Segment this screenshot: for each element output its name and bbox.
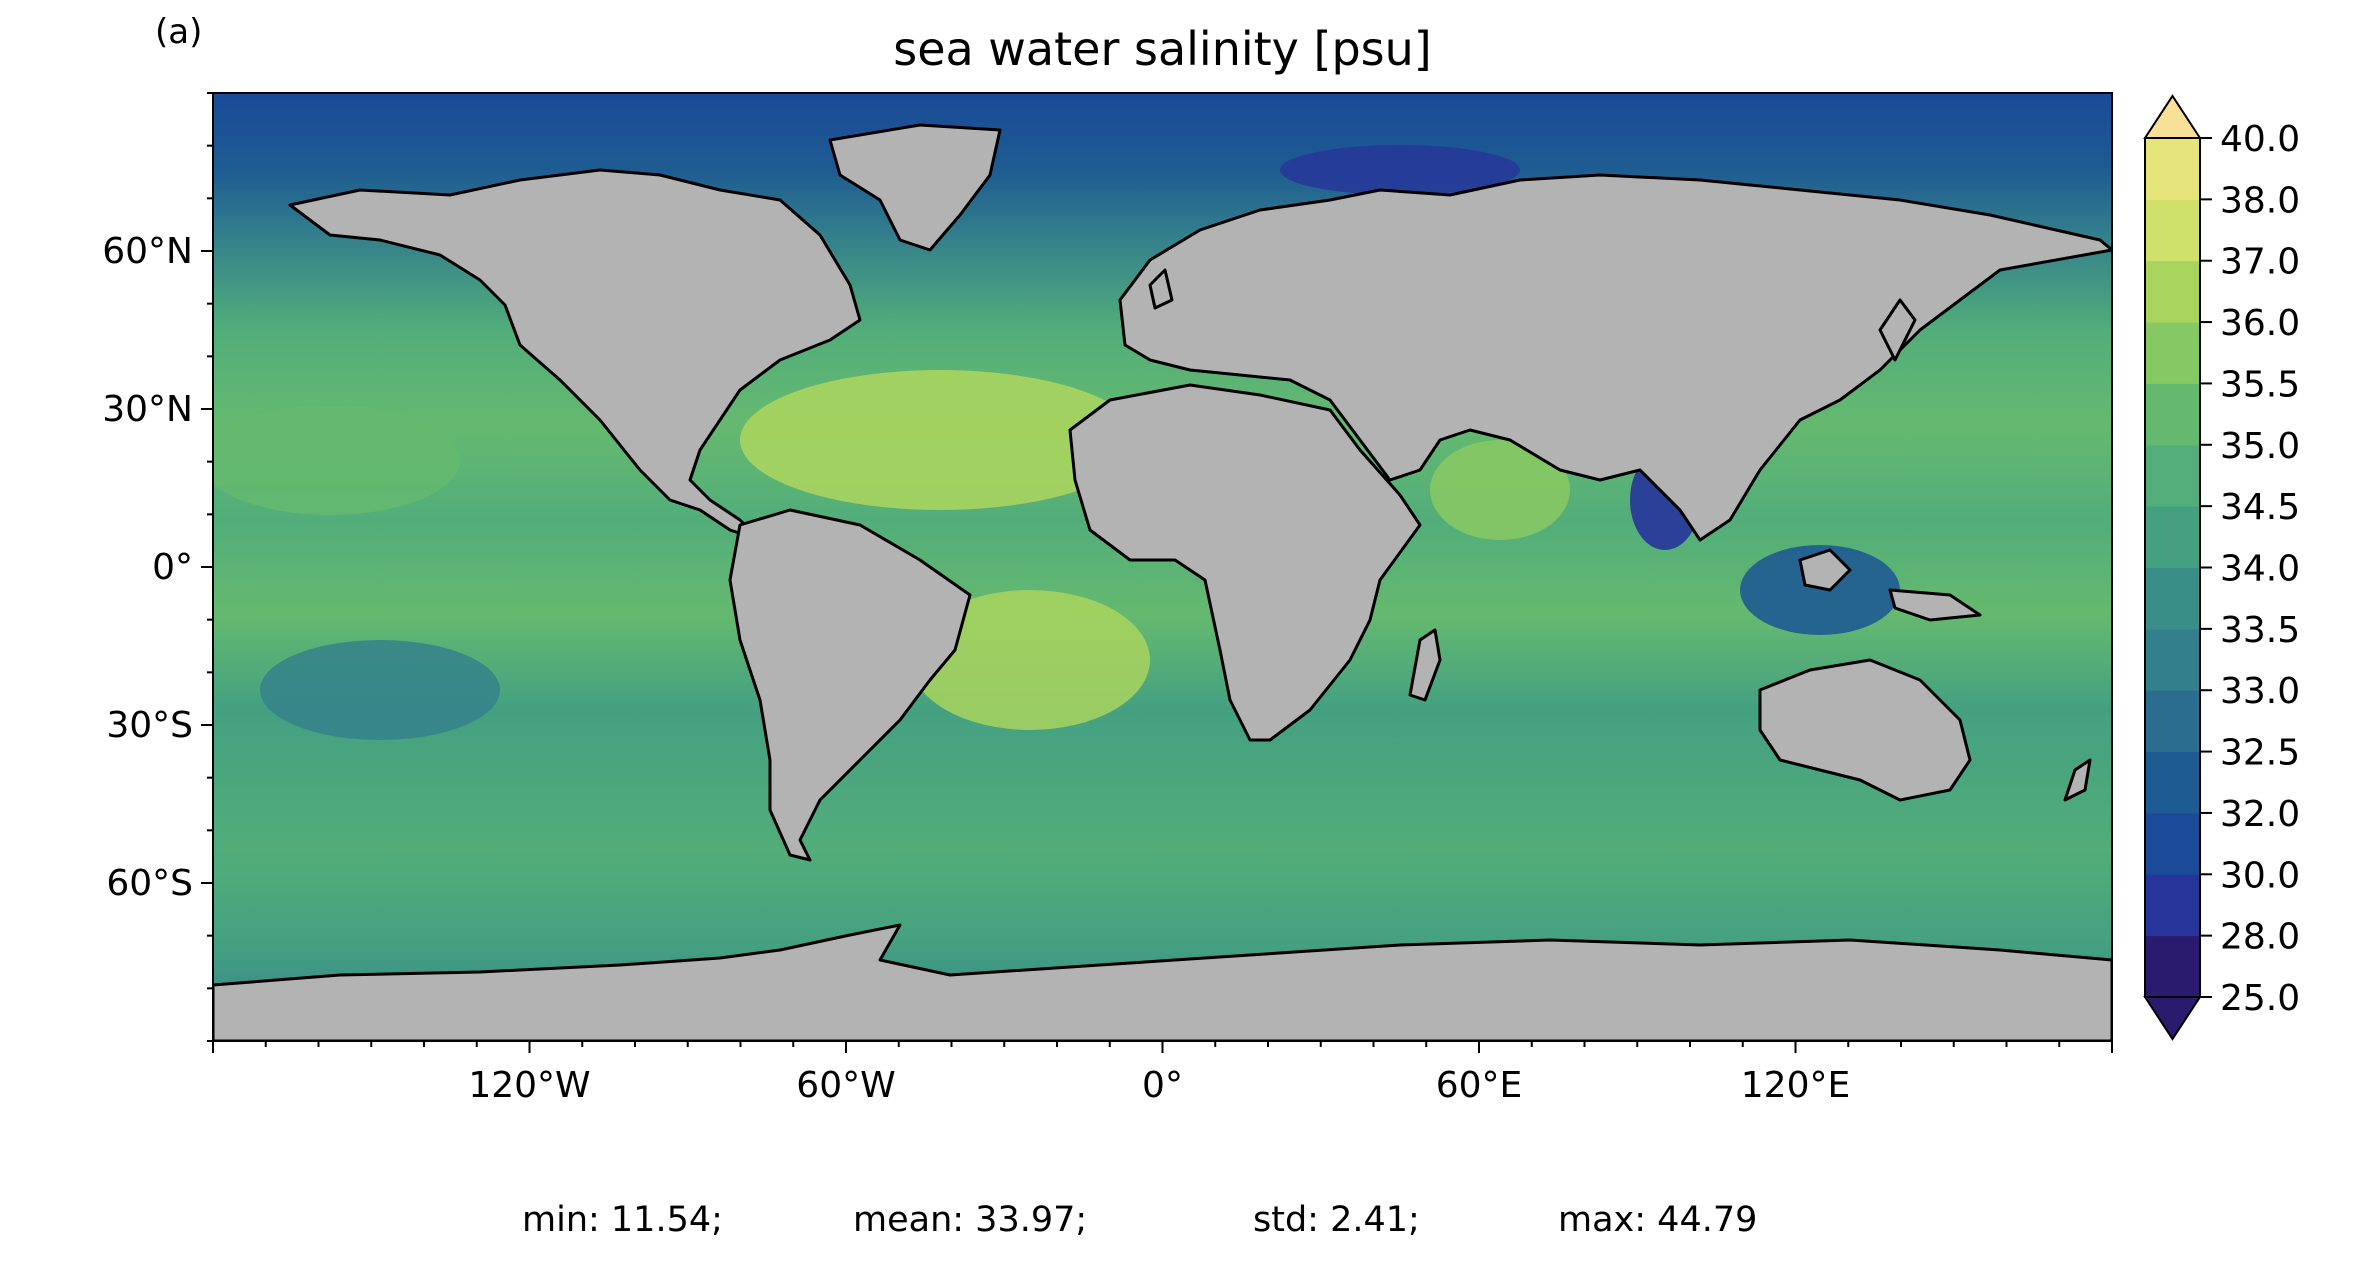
colorbar-segment xyxy=(2145,751,2200,814)
colorbar-segment xyxy=(2145,935,2200,998)
south-atlantic-salinity-max xyxy=(910,590,1150,730)
land-japan xyxy=(1878,298,1917,362)
land xyxy=(213,123,2112,1041)
colorbar-tick-label: 36.0 xyxy=(2220,303,2300,344)
latitude-axis: 60°N 30°N 0° 30°S 60°S xyxy=(102,92,213,1042)
lat-tick-label: 30°N xyxy=(102,389,193,430)
land-new-zealand xyxy=(2063,758,2092,802)
land-new-guinea xyxy=(1888,588,1982,622)
colorbar-segment xyxy=(2145,138,2200,200)
colorbar-tick-label: 37.0 xyxy=(2220,242,2300,283)
colorbar-tick-label: 38.0 xyxy=(2220,180,2300,221)
colorbar-segment xyxy=(2145,383,2200,446)
lon-tick-label: 0° xyxy=(1142,1065,1183,1106)
colorbar-tick-label: 34.5 xyxy=(2220,487,2300,528)
land-australia xyxy=(1758,658,1972,802)
lon-tick-label: 60°E xyxy=(1436,1065,1523,1106)
lat-tick-label: 30°S xyxy=(106,705,193,746)
land-eurasia xyxy=(1118,173,2112,542)
land-greenland xyxy=(828,123,1002,252)
colorbar-segment xyxy=(2145,260,2200,323)
colorbar-tick-label: 25.0 xyxy=(2220,978,2300,1019)
colorbar-tick-label: 40.0 xyxy=(2220,119,2300,160)
colorbar-tick-label: 34.0 xyxy=(2220,549,2300,590)
colorbar-tick-label: 35.5 xyxy=(2220,364,2300,405)
colorbar-extend-over xyxy=(2143,94,2202,139)
colorbar: 25.0 28.0 30.0 32.0 32.5 33.0 33.5 34.0 34.5 35.0… xyxy=(2143,94,2300,1041)
lat-tick-label: 60°S xyxy=(106,863,193,904)
map-title: sea water salinity [psu] xyxy=(893,22,1432,76)
colorbar-segment xyxy=(2145,628,2200,691)
arabian-sea-salinity-max xyxy=(1430,440,1570,540)
colorbar-segment xyxy=(2145,199,2200,262)
colorbar-extend-under xyxy=(2143,996,2202,1041)
colorbar-tick-label: 33.5 xyxy=(2220,610,2300,651)
land-africa xyxy=(1068,383,1422,742)
colorbar-segment xyxy=(2145,444,2200,507)
colorbar-tick-label: 28.0 xyxy=(2220,917,2300,958)
lon-tick-label: 60°W xyxy=(796,1065,895,1106)
indonesian-seas-low-salinity xyxy=(1740,545,1900,635)
land-north-america xyxy=(288,168,862,542)
colorbar-segment xyxy=(2145,567,2200,630)
colorbar-segment xyxy=(2145,812,2200,875)
stat-std: std: 2.41; xyxy=(1253,1200,1420,1240)
north-pacific-subtropical xyxy=(213,405,460,515)
north-atlantic-salinity-max xyxy=(740,370,1140,510)
land-south-america xyxy=(728,508,972,862)
arctic-low-salinity xyxy=(1280,145,1520,195)
colorbar-tick-label: 33.0 xyxy=(2220,671,2300,712)
colorbar-tick-label: 30.0 xyxy=(2220,855,2300,896)
lat-tick-label: 0° xyxy=(152,547,193,588)
stat-mean: mean: 33.97; xyxy=(853,1200,1088,1240)
stat-max: max: 44.79 xyxy=(1558,1200,1758,1240)
longitude-axis: 120°W 60°W 0° 60°E 120°E xyxy=(212,1041,2113,1106)
colorbar-segment xyxy=(2145,874,2200,937)
stat-min: min: 11.54; xyxy=(522,1200,723,1240)
panel-label: (a) xyxy=(155,12,203,52)
colorbar-segment xyxy=(2145,322,2200,384)
south-pacific-subtropical xyxy=(260,640,500,740)
land-antarctica xyxy=(213,923,2112,1041)
map-plot-area xyxy=(213,93,2112,1041)
lat-tick-label: 60°N xyxy=(102,231,193,272)
lon-tick-label: 120°E xyxy=(1741,1065,1850,1106)
land-madagascar xyxy=(1408,628,1442,702)
colorbar-segment xyxy=(2145,506,2200,568)
colorbar-tick-label: 32.5 xyxy=(2220,733,2300,774)
land-borneo xyxy=(1798,548,1852,592)
lon-tick-label: 120°W xyxy=(468,1065,590,1106)
colorbar-segment xyxy=(2145,690,2200,753)
colorbar-tick-label: 35.0 xyxy=(2220,426,2300,467)
land-uk xyxy=(1148,268,1174,310)
colorbar-tick-label: 32.0 xyxy=(2220,794,2300,835)
